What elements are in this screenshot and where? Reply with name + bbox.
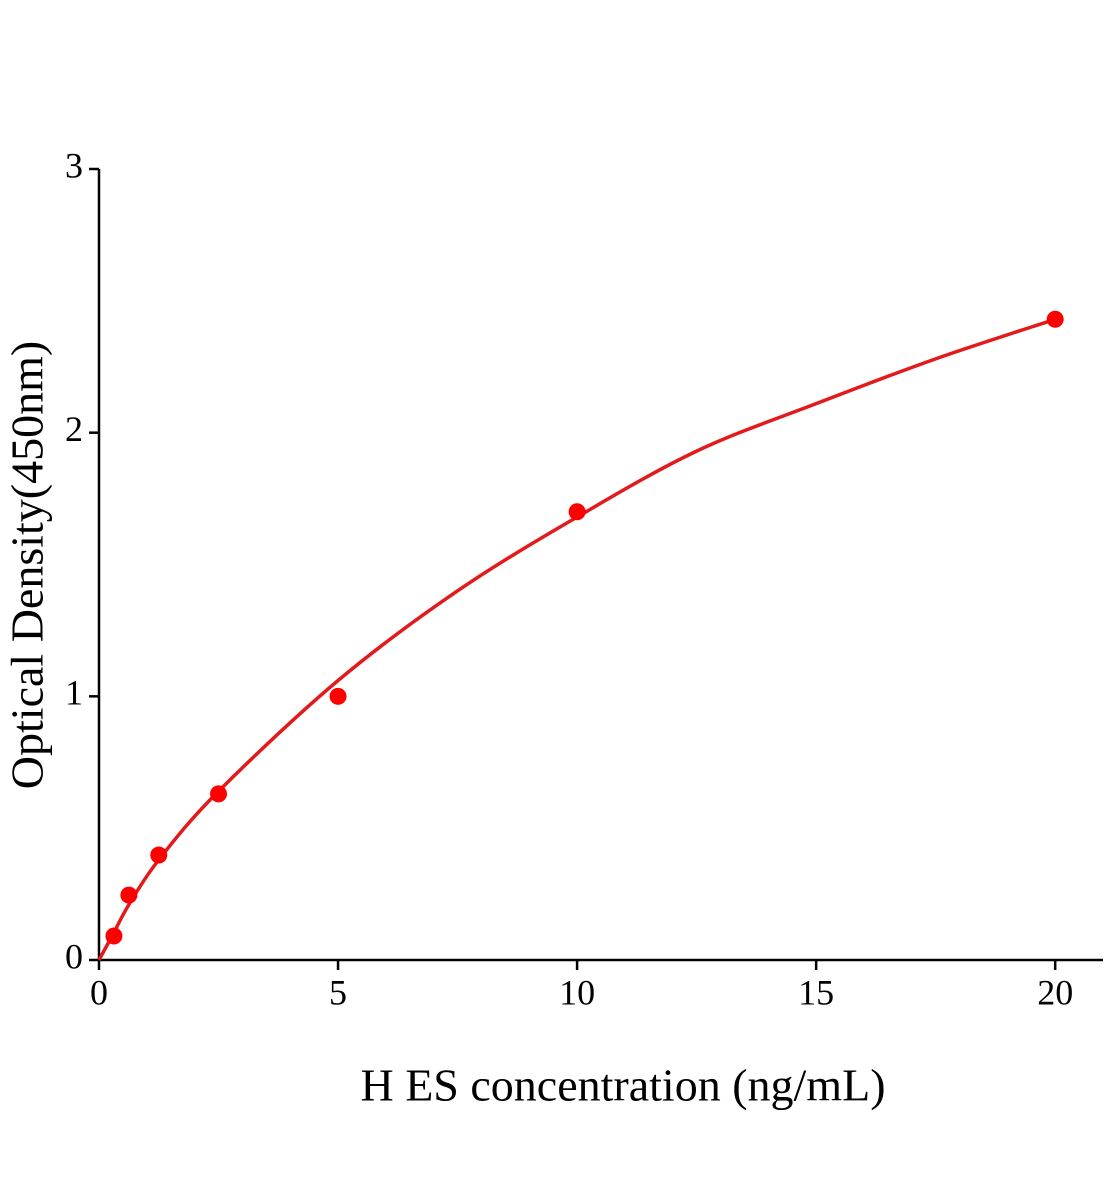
y-tick-label: 0	[65, 936, 83, 976]
data-point	[329, 687, 347, 705]
y-tick-label: 2	[65, 409, 83, 449]
y-tick-label: 1	[65, 673, 83, 713]
x-tick-label: 5	[329, 972, 347, 1012]
fit-curve	[97, 317, 1056, 961]
data-point	[568, 503, 586, 521]
x-tick-label: 15	[798, 972, 834, 1012]
x-tick-label: 20	[1037, 972, 1073, 1012]
data-point	[120, 886, 138, 904]
data-point	[150, 846, 168, 864]
data-point	[1046, 310, 1064, 328]
data-point	[105, 927, 123, 945]
y-axis-title: Optical Density(450nm)	[2, 341, 53, 789]
x-axis-title: H ES concentration (ng/mL)	[360, 1060, 885, 1111]
x-tick-label: 0	[90, 972, 108, 1012]
x-tick-label: 10	[559, 972, 595, 1012]
data-point	[210, 785, 228, 803]
y-tick-label: 3	[65, 145, 83, 185]
